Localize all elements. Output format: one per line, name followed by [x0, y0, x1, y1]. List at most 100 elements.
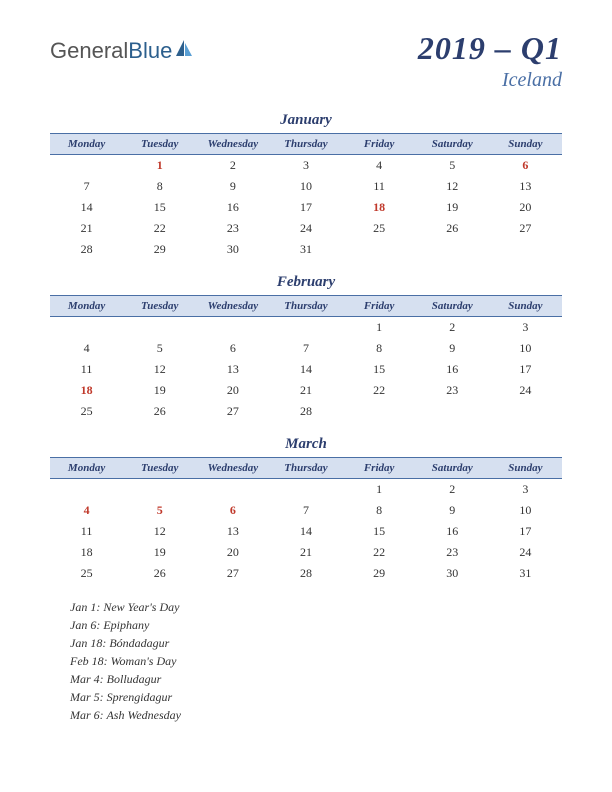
- day-cell: 3: [269, 155, 342, 177]
- table-row: 18192021222324: [50, 380, 562, 401]
- day-cell: 11: [50, 521, 123, 542]
- day-cell: 19: [123, 542, 196, 563]
- month-block: JanuaryMondayTuesdayWednesdayThursdayFri…: [50, 112, 562, 260]
- weekday-header: Monday: [50, 458, 123, 479]
- month-block: March MondayTuesdayWednesdayThursdayFrida…: [50, 436, 562, 584]
- day-cell: 31: [489, 563, 562, 584]
- weekday-header: Sunday: [489, 134, 562, 155]
- header: GeneralBlue 2019 – Q1 Iceland: [50, 30, 562, 92]
- day-cell: 17: [269, 197, 342, 218]
- day-cell: 27: [489, 218, 562, 239]
- table-row: 25262728: [50, 401, 562, 422]
- day-cell: [196, 479, 269, 501]
- holiday-entry: Jan 6: Epiphany: [70, 616, 562, 634]
- day-cell: 23: [416, 380, 489, 401]
- day-cell: 31: [269, 239, 342, 260]
- day-cell: [50, 155, 123, 177]
- table-row: 18192021222324: [50, 542, 562, 563]
- day-cell: 22: [123, 218, 196, 239]
- day-cell: 20: [489, 197, 562, 218]
- calendar-table: MondayTuesdayWednesdayThursdayFridaySatu…: [50, 295, 562, 422]
- table-row: 123: [50, 479, 562, 501]
- day-cell: 9: [416, 500, 489, 521]
- day-cell: 18: [343, 197, 416, 218]
- day-cell: 26: [416, 218, 489, 239]
- day-cell: 15: [343, 521, 416, 542]
- weekday-header: Thursday: [269, 134, 342, 155]
- weekday-header: Sunday: [489, 296, 562, 317]
- title-block: 2019 – Q1 Iceland: [418, 30, 562, 92]
- table-row: 45678910: [50, 500, 562, 521]
- weekday-header: Wednesday: [196, 296, 269, 317]
- day-cell: 28: [269, 401, 342, 422]
- weekday-header: Tuesday: [123, 296, 196, 317]
- weekday-header: Saturday: [416, 458, 489, 479]
- day-cell: 6: [196, 500, 269, 521]
- day-cell: 6: [196, 338, 269, 359]
- calendar-table: MondayTuesdayWednesdayThursdayFridaySatu…: [50, 457, 562, 584]
- day-cell: 2: [416, 479, 489, 501]
- day-cell: [269, 317, 342, 339]
- day-cell: [416, 401, 489, 422]
- day-cell: 9: [196, 176, 269, 197]
- day-cell: [489, 239, 562, 260]
- day-cell: 8: [123, 176, 196, 197]
- weekday-header: Sunday: [489, 458, 562, 479]
- day-cell: 14: [50, 197, 123, 218]
- day-cell: 15: [123, 197, 196, 218]
- day-cell: 19: [123, 380, 196, 401]
- day-cell: 16: [416, 359, 489, 380]
- day-cell: 4: [50, 500, 123, 521]
- month-block: FebruaryMondayTuesdayWednesdayThursdayFr…: [50, 274, 562, 422]
- day-cell: 30: [416, 563, 489, 584]
- day-cell: 20: [196, 542, 269, 563]
- day-cell: 6: [489, 155, 562, 177]
- day-cell: 26: [123, 563, 196, 584]
- day-cell: 21: [50, 218, 123, 239]
- day-cell: 18: [50, 542, 123, 563]
- logo-text-blue: Blue: [128, 38, 172, 64]
- weekday-header: Tuesday: [123, 134, 196, 155]
- day-cell: 16: [416, 521, 489, 542]
- day-cell: 18: [50, 380, 123, 401]
- weekday-header: Wednesday: [196, 458, 269, 479]
- day-cell: [50, 479, 123, 501]
- day-cell: 29: [123, 239, 196, 260]
- holiday-entry: Mar 4: Bolludagur: [70, 670, 562, 688]
- logo-sail-icon: [174, 38, 194, 64]
- day-cell: 17: [489, 521, 562, 542]
- day-cell: 24: [269, 218, 342, 239]
- weekday-header: Monday: [50, 296, 123, 317]
- day-cell: 30: [196, 239, 269, 260]
- day-cell: 4: [343, 155, 416, 177]
- day-cell: [489, 401, 562, 422]
- day-cell: 8: [343, 338, 416, 359]
- day-cell: 29: [343, 563, 416, 584]
- logo-text-general: General: [50, 38, 128, 64]
- weekday-header: Friday: [343, 134, 416, 155]
- day-cell: [50, 317, 123, 339]
- weekday-header: Tuesday: [123, 458, 196, 479]
- month-name: March: [50, 436, 562, 453]
- day-cell: 3: [489, 317, 562, 339]
- day-cell: 10: [489, 500, 562, 521]
- table-row: 11121314151617: [50, 521, 562, 542]
- day-cell: 24: [489, 380, 562, 401]
- day-cell: 27: [196, 563, 269, 584]
- day-cell: 10: [269, 176, 342, 197]
- day-cell: 23: [416, 542, 489, 563]
- day-cell: 13: [489, 176, 562, 197]
- holiday-entry: Mar 5: Sprengidagur: [70, 688, 562, 706]
- day-cell: 9: [416, 338, 489, 359]
- day-cell: 20: [196, 380, 269, 401]
- day-cell: 1: [123, 155, 196, 177]
- day-cell: 8: [343, 500, 416, 521]
- day-cell: [196, 317, 269, 339]
- holiday-entry: Jan 18: Bóndadagur: [70, 634, 562, 652]
- day-cell: 1: [343, 317, 416, 339]
- weekday-header: Wednesday: [196, 134, 269, 155]
- day-cell: 2: [196, 155, 269, 177]
- day-cell: 1: [343, 479, 416, 501]
- day-cell: 24: [489, 542, 562, 563]
- day-cell: 5: [416, 155, 489, 177]
